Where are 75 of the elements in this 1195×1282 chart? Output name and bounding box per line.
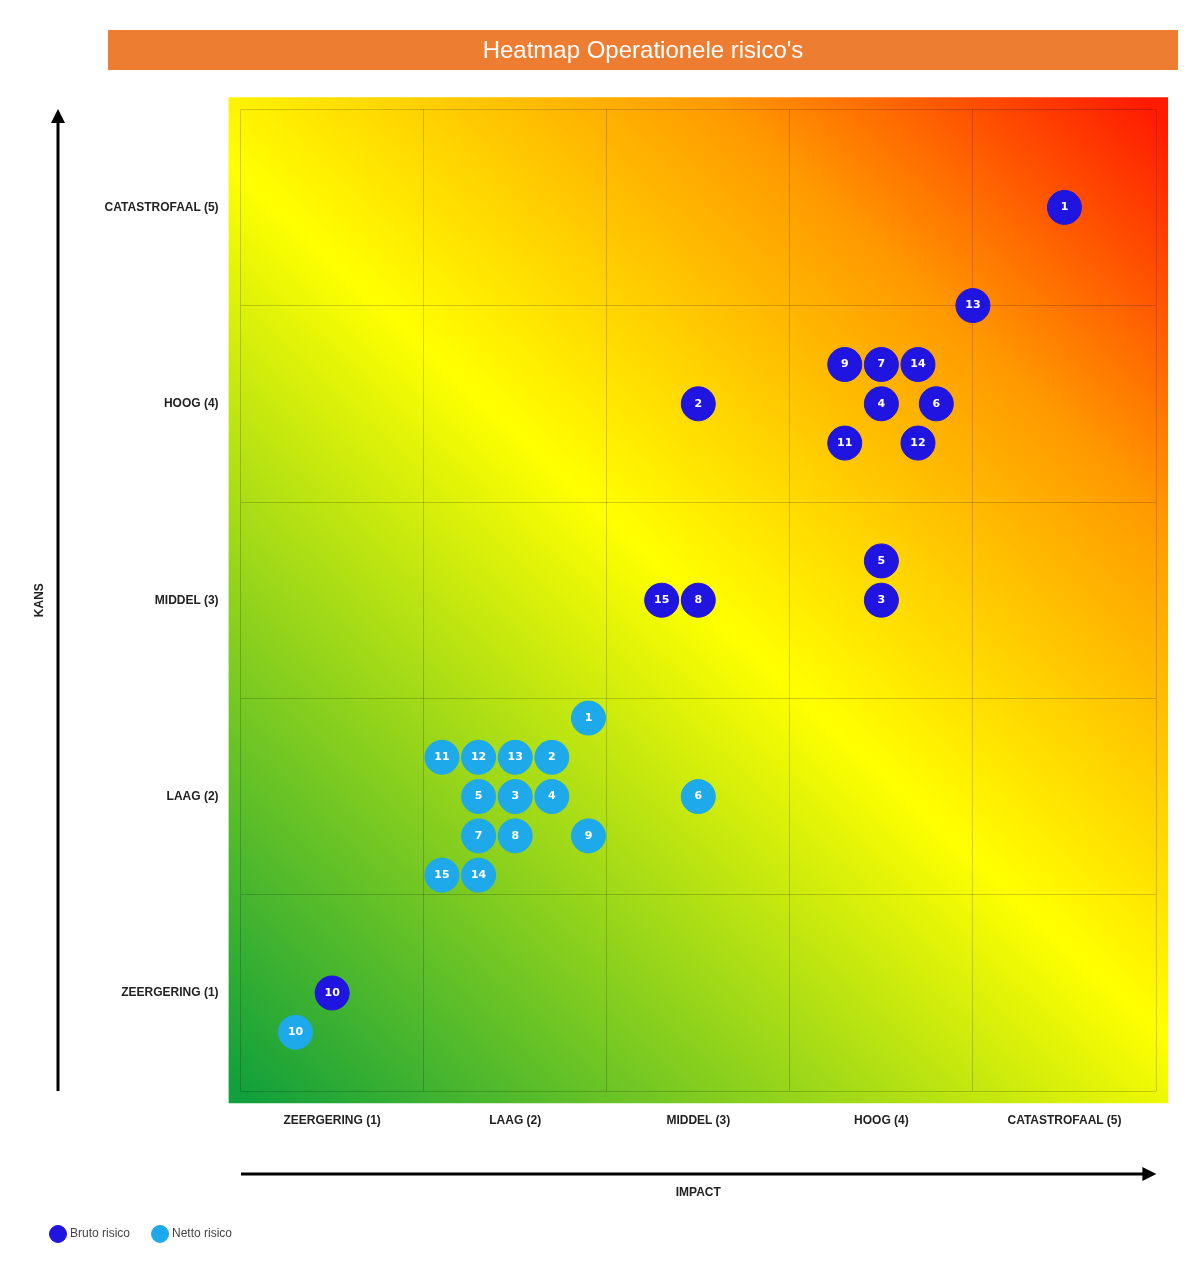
point (827, 425, 863, 461)
y-tick-label: LAAG (2) (166, 788, 219, 803)
point (461, 779, 497, 815)
annotation: 6 (932, 396, 941, 410)
point (570, 818, 606, 854)
point (680, 386, 716, 422)
annotation: 11 (434, 750, 450, 764)
annotation: 11 (837, 435, 853, 449)
point (314, 975, 350, 1011)
point (955, 288, 991, 324)
point (424, 739, 460, 775)
x-axis-title: IMPACT (675, 1185, 722, 1200)
point (918, 386, 954, 422)
annotation: 1 (584, 710, 593, 724)
annotation: 7 (474, 828, 483, 842)
annotation: 6 (694, 789, 703, 803)
annotation: 14 (910, 357, 926, 371)
x-tick-label: MIDDEL (3) (666, 1112, 731, 1127)
point (827, 347, 863, 383)
annotation: 2 (548, 750, 556, 764)
annotation: 14 (470, 868, 487, 882)
y-tick-label: CATASTROFAAL (5) (104, 199, 219, 214)
annotation: 8 (694, 593, 703, 607)
point (424, 857, 460, 893)
annotation: 15 (434, 868, 450, 882)
y-tick-label: ZEERGERING (1) (121, 985, 219, 1000)
legend-label: Netto risico (172, 1226, 233, 1241)
y-tick-label: HOOG (4) (163, 396, 219, 411)
point (863, 582, 899, 618)
x-tick-label: HOOG (4) (854, 1112, 909, 1127)
point (680, 582, 716, 618)
point (497, 779, 533, 815)
y-axis-title: KANS (31, 583, 46, 618)
point (863, 347, 899, 383)
annotation: 8 (511, 828, 520, 842)
legend-label: Bruto risico (70, 1226, 131, 1241)
point (278, 1014, 314, 1050)
point (570, 700, 606, 736)
annotation: 3 (877, 593, 886, 607)
point (680, 779, 716, 815)
annotation: 13 (965, 298, 981, 312)
annotation: 5 (877, 553, 886, 567)
annotation: 3 (511, 789, 520, 803)
x-tick-label: CATASTROFAAL (5) (1007, 1112, 1122, 1127)
annotation: 15 (654, 593, 670, 607)
point (534, 739, 570, 775)
point (497, 739, 533, 775)
point (534, 779, 570, 815)
chart-title: Heatmap Operationele risico's (108, 30, 1178, 70)
point (461, 857, 497, 893)
annotation: 10 (287, 1025, 304, 1039)
annotation: 4 (877, 396, 886, 410)
annotation: 13 (507, 750, 523, 764)
point (863, 386, 899, 422)
annotation: 12 (470, 750, 487, 764)
annotation: 2 (694, 396, 703, 410)
annotation: 4 (548, 789, 557, 803)
x-tick-label: LAAG (2) (489, 1112, 542, 1127)
point (900, 347, 936, 383)
annotation: 1 (1060, 200, 1069, 214)
annotation: 10 (324, 985, 341, 999)
point (644, 582, 680, 618)
annotation: 12 (910, 435, 926, 449)
point (1046, 189, 1082, 225)
point (497, 818, 533, 854)
point (461, 739, 497, 775)
annotation: 7 (877, 357, 886, 371)
y-tick-label: MIDDEL (3) (154, 592, 219, 607)
annotation: 9 (840, 357, 849, 371)
x-tick-label: ZEERGERING (1) (283, 1112, 381, 1127)
point (900, 425, 936, 461)
point (863, 543, 899, 579)
annotation: 5 (474, 789, 483, 803)
point (461, 818, 497, 854)
annotation: 9 (584, 828, 593, 842)
